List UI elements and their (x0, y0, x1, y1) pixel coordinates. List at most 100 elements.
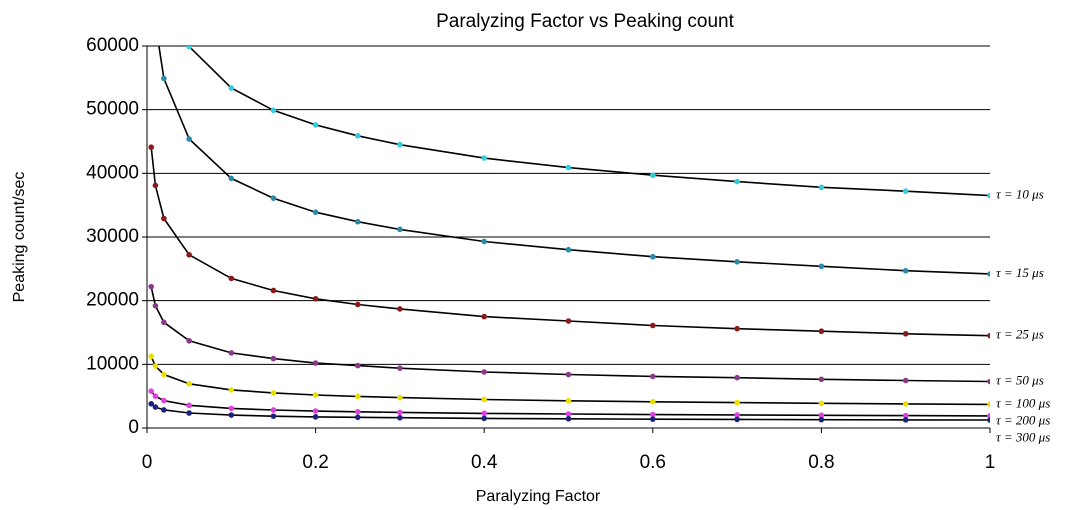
series-line (150, 147, 990, 337)
data-point (397, 365, 403, 371)
data-point (228, 175, 235, 182)
data-point (565, 415, 572, 422)
data-point (650, 172, 656, 179)
series-line (150, 390, 990, 417)
series-line (150, 356, 990, 406)
data-point (270, 407, 277, 413)
data-point (481, 410, 488, 417)
data-point (565, 371, 572, 378)
data-point (152, 404, 159, 410)
data-point (734, 178, 740, 185)
data-point (161, 215, 167, 222)
x-tick-label: 0.4 (471, 452, 498, 473)
data-point (397, 409, 403, 416)
data-point (902, 267, 909, 274)
data-point (161, 371, 167, 378)
x-tick-label: 0 (142, 452, 153, 473)
data-point (397, 306, 403, 312)
data-point (565, 318, 572, 324)
data-point (270, 107, 277, 114)
series-label: τ = 100 μs (996, 395, 1050, 410)
data-point (186, 252, 192, 258)
x-tick-label: 0.8 (808, 452, 834, 473)
data-point (228, 405, 235, 412)
plot-area (148, 20, 990, 423)
y-axis-label: Peaking count/sec (11, 172, 28, 303)
data-point (818, 416, 825, 423)
data-point (148, 388, 155, 395)
data-point (987, 417, 990, 423)
data-point (397, 414, 403, 421)
data-point (481, 155, 488, 161)
data-point (161, 397, 167, 404)
data-point (312, 392, 319, 398)
data-point (650, 398, 656, 405)
data-point (650, 416, 656, 422)
series-label: τ = 300 μs (996, 429, 1050, 444)
data-point (565, 246, 572, 253)
y-tick-label: 20000 (86, 290, 139, 311)
data-point (312, 360, 319, 366)
data-point (354, 301, 361, 308)
data-point (153, 20, 159, 26)
data-point (186, 46, 192, 50)
data-point (734, 399, 740, 406)
data-point (148, 401, 155, 407)
data-point (481, 396, 488, 403)
data-point (565, 411, 572, 417)
data-point (312, 295, 319, 302)
data-point (270, 355, 277, 362)
data-point (902, 188, 909, 194)
data-point (818, 263, 825, 270)
data-point (152, 182, 159, 189)
data-point (270, 413, 277, 419)
data-point (148, 353, 155, 360)
data-point (228, 85, 235, 91)
series-label: τ = 10 μs (996, 187, 1044, 202)
data-point (987, 271, 990, 277)
data-point (902, 401, 909, 407)
series-line (150, 403, 990, 421)
series-label: τ = 15 μs (996, 265, 1044, 280)
data-point (734, 412, 740, 418)
data-point (152, 363, 159, 369)
data-point (270, 390, 277, 396)
data-point (152, 393, 159, 399)
x-axis-label: Paralyzing Factor (476, 488, 601, 505)
data-point (481, 369, 488, 375)
data-point (228, 350, 235, 356)
data-point (186, 410, 192, 416)
data-point (902, 377, 909, 384)
data-point (818, 328, 825, 335)
data-point (354, 408, 361, 415)
data-point (650, 322, 656, 329)
data-point (902, 412, 909, 419)
data-point (734, 374, 740, 381)
data-point (270, 287, 277, 294)
data-point (270, 195, 277, 201)
data-point (354, 362, 361, 369)
y-tick-label: 40000 (86, 162, 139, 183)
data-point (650, 253, 656, 260)
series-label: τ = 200 μs (996, 412, 1050, 427)
data-point (354, 132, 361, 139)
series-line (150, 286, 990, 383)
data-point (650, 373, 656, 380)
data-point (354, 218, 361, 225)
y-tick-label: 0 (128, 417, 139, 438)
data-point (148, 144, 155, 151)
data-point (987, 401, 990, 408)
x-tick-label: 1 (985, 452, 996, 473)
data-point (565, 397, 572, 404)
data-point (161, 407, 167, 413)
data-point (186, 402, 192, 409)
x-tick-label: 0.2 (302, 452, 328, 473)
data-point (397, 394, 403, 401)
data-point (354, 393, 361, 400)
data-point (148, 283, 155, 290)
data-point (481, 238, 488, 245)
chart-title: Paralyzing Factor vs Peaking count (436, 11, 735, 32)
data-point (228, 412, 235, 418)
data-point (734, 325, 740, 332)
